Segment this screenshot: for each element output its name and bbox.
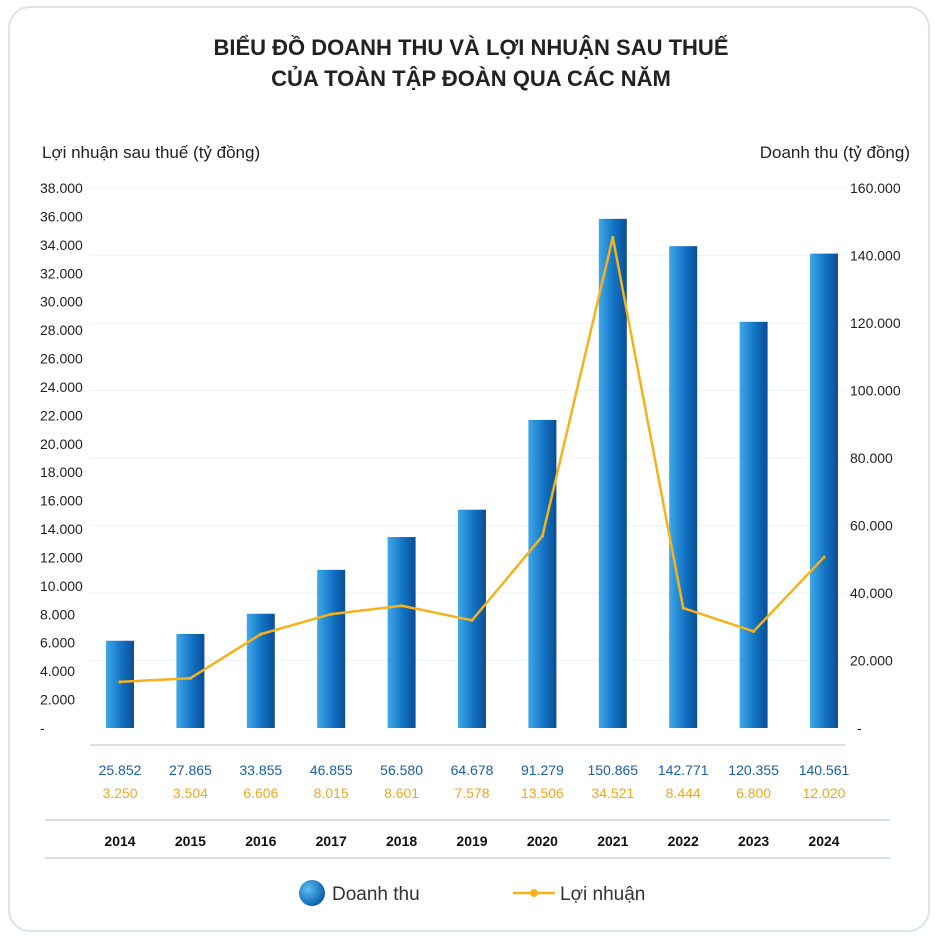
profit-data-label: 8.015	[314, 785, 349, 801]
left-tick-label: 8.000	[40, 606, 75, 622]
year-label: 2020	[527, 833, 558, 849]
chart-title-line1: BIỂU ĐỒ DOANH THU VÀ LỢI NHUẬN SAU THUẾ	[213, 35, 729, 60]
chart-title: BIỂU ĐỒ DOANH THU VÀ LỢI NHUẬN SAU THUẾ …	[0, 32, 942, 94]
revenue-bar	[598, 218, 627, 728]
left-axis-title: Lợi nhuận sau thuế (tỷ đồng)	[42, 143, 261, 162]
revenue-data-label: 140.561	[799, 762, 850, 778]
left-tick-label: 4.000	[40, 663, 75, 679]
left-tick-label: 16.000	[40, 493, 83, 509]
right-tick-label: 60.000	[850, 518, 893, 534]
profit-data-label: 8.444	[666, 785, 701, 801]
left-tick-label: 6.000	[40, 635, 75, 651]
left-tick-label: 28.000	[40, 322, 83, 338]
chart-title-line2: CỦA TOÀN TẬP ĐOÀN QUA CÁC NĂM	[271, 66, 671, 91]
year-label: 2019	[456, 833, 487, 849]
right-tick-label: 120.000	[850, 315, 901, 331]
left-tick-label: 12.000	[40, 549, 83, 565]
profit-data-label: 6.606	[243, 785, 278, 801]
revenue-data-label: 150.865	[587, 762, 638, 778]
revenue-data-label: 142.771	[658, 762, 709, 778]
profit-data-label: 3.250	[102, 785, 137, 801]
left-tick-label: 36.000	[40, 208, 83, 224]
profit-data-label: 7.578	[454, 785, 489, 801]
year-label: 2018	[386, 833, 417, 849]
year-label: 2023	[738, 833, 769, 849]
year-label: 2021	[597, 833, 628, 849]
right-tick-label: 20.000	[850, 653, 893, 669]
revenue-bar	[528, 419, 557, 728]
profit-data-label: 3.504	[173, 785, 208, 801]
profit-point	[611, 235, 615, 240]
revenue-data-label: 33.855	[239, 762, 282, 778]
revenue-data-label: 64.678	[451, 762, 494, 778]
left-tick-label: 22.000	[40, 407, 83, 423]
year-label: 2015	[175, 833, 206, 849]
profit-point	[752, 629, 756, 633]
profit-point	[259, 632, 263, 636]
revenue-bar	[739, 321, 768, 728]
legend-revenue-marker	[299, 880, 325, 906]
revenue-data-label: 56.580	[380, 762, 423, 778]
legend-profit-marker	[530, 889, 538, 897]
left-tick-label: 14.000	[40, 521, 83, 537]
left-tick-label: 30.000	[40, 294, 83, 310]
profit-data-label: 6.800	[736, 785, 771, 801]
revenue-bar	[106, 640, 134, 728]
right-tick-label: 160.000	[850, 180, 901, 196]
year-label: 2016	[245, 833, 276, 849]
right-tick-label: 40.000	[850, 585, 893, 601]
right-tick-label: 80.000	[850, 450, 893, 466]
revenue-bar	[387, 537, 416, 728]
right-axis-title: Doanh thu (tỷ đồng)	[759, 143, 910, 162]
legend-profit-label: Lợi nhuận	[560, 884, 645, 905]
revenue-bar	[176, 633, 205, 728]
year-label: 2024	[808, 833, 839, 849]
profit-point	[681, 606, 685, 610]
profit-data-label: 8.601	[384, 785, 419, 801]
right-tick-label: 140.000	[850, 248, 901, 264]
profit-point	[470, 618, 474, 622]
chart-card	[8, 6, 930, 932]
left-tick-label: 2.000	[40, 692, 75, 708]
left-tick-label: 32.000	[40, 265, 83, 281]
revenue-bar	[317, 569, 346, 728]
revenue-data-label: 120.355	[728, 762, 779, 778]
left-tick-label: 20.000	[40, 436, 83, 452]
profit-point	[118, 680, 122, 684]
profit-point	[822, 555, 826, 559]
left-tick-label: 38.000	[40, 180, 83, 196]
year-label: 2022	[668, 833, 699, 849]
right-tick-label: -	[857, 720, 862, 736]
profit-point	[188, 676, 192, 680]
left-tick-label: -	[40, 720, 45, 736]
year-label: 2017	[316, 833, 347, 849]
revenue-data-label: 46.855	[310, 762, 353, 778]
profit-data-label: 34.521	[591, 785, 634, 801]
legend-revenue-label: Doanh thu	[332, 884, 420, 905]
profit-data-label: 13.506	[521, 785, 564, 801]
right-tick-label: 100.000	[850, 383, 901, 399]
profit-point	[400, 604, 404, 608]
year-label: 2014	[104, 833, 135, 849]
left-tick-label: 24.000	[40, 379, 83, 395]
revenue-bar	[810, 253, 838, 728]
profit-point	[540, 534, 545, 538]
left-tick-label: 18.000	[40, 464, 83, 480]
left-tick-label: 34.000	[40, 237, 83, 253]
revenue-data-label: 27.865	[169, 762, 212, 778]
left-tick-label: 26.000	[40, 351, 83, 367]
revenue-bar	[669, 246, 698, 728]
profit-data-label: 12.020	[803, 785, 846, 801]
revenue-data-label: 25.852	[99, 762, 142, 778]
revenue-data-label: 91.279	[521, 762, 564, 778]
profit-point	[329, 612, 333, 616]
left-tick-label: 10.000	[40, 578, 83, 594]
